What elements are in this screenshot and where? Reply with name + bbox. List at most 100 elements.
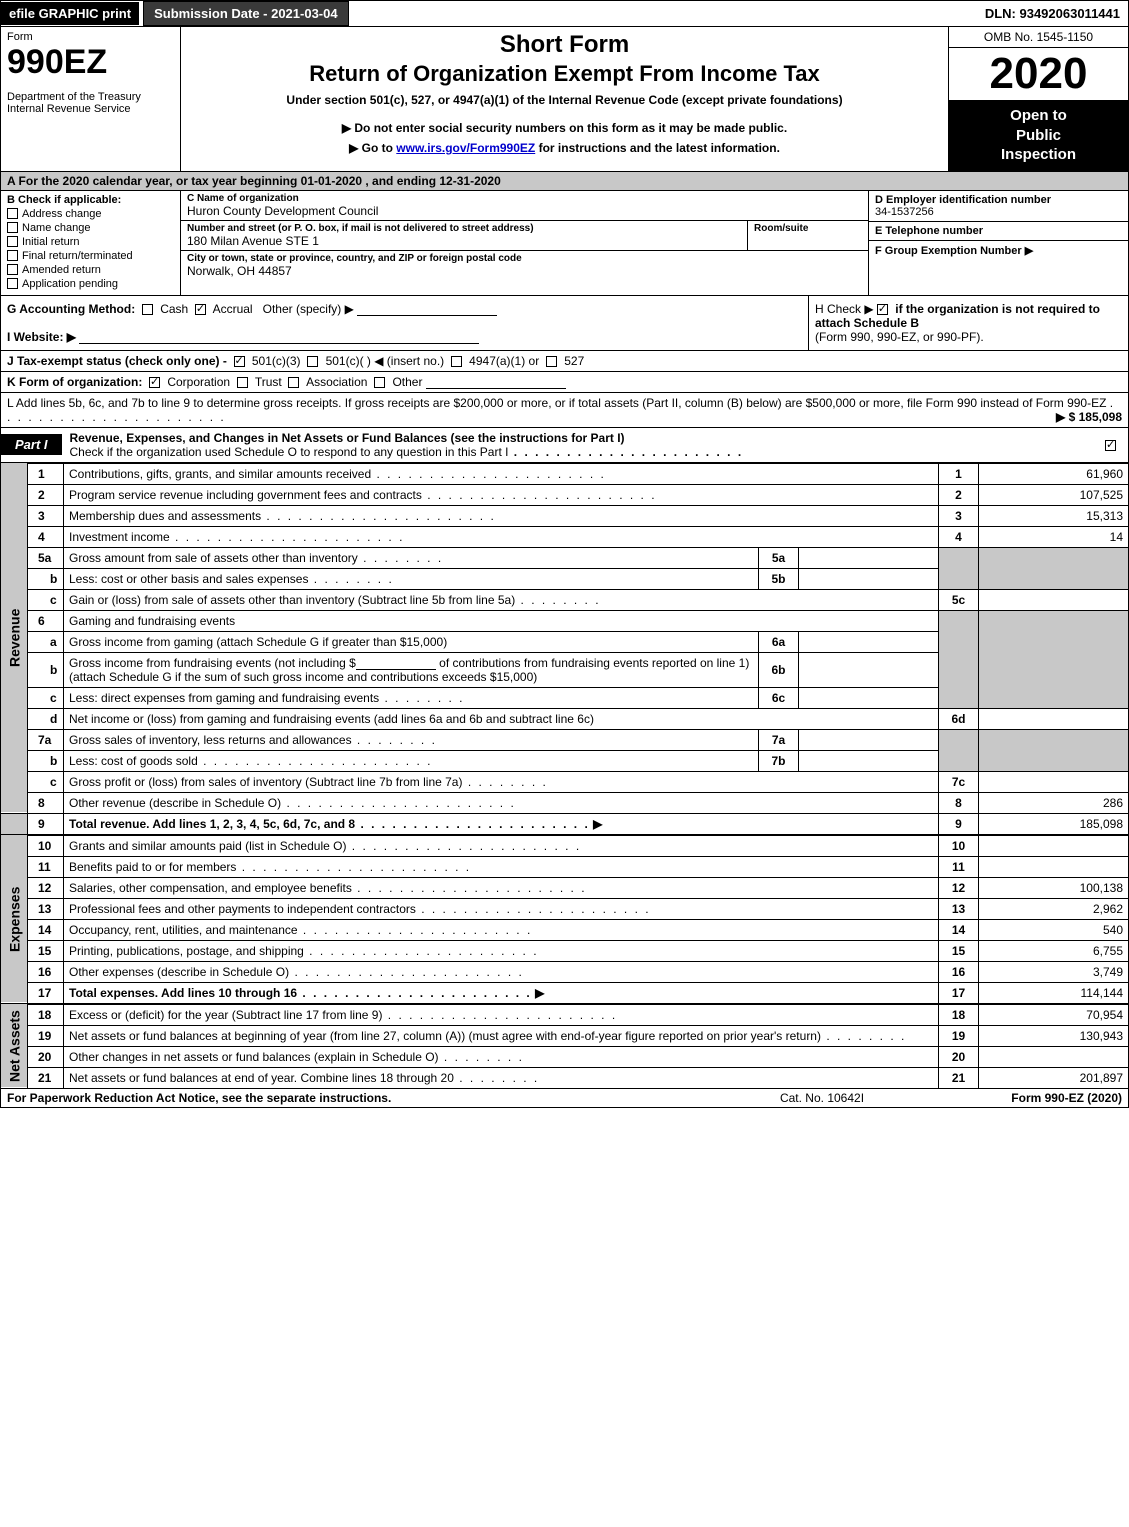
chk-schedule-b-not-required[interactable]	[877, 304, 888, 315]
chk-address-change[interactable]: Address change	[7, 208, 174, 220]
other-org-input[interactable]	[426, 376, 566, 389]
section-c: C Name of organization Huron County Deve…	[181, 191, 868, 295]
open1: Open to	[953, 106, 1124, 126]
form-number: 990EZ	[7, 45, 174, 79]
ein-label: D Employer identification number	[875, 194, 1122, 206]
website-input[interactable]	[79, 331, 479, 344]
form-header: Form 990EZ Department of the Treasury In…	[0, 27, 1129, 172]
chk-corporation[interactable]	[149, 377, 160, 388]
group-exemption-label: F Group Exemption Number ▶	[875, 244, 1122, 257]
line-7a: 7a Gross sales of inventory, less return…	[1, 729, 1129, 750]
6b-contrib-input[interactable]	[356, 657, 436, 670]
chk-527[interactable]	[546, 356, 557, 367]
chk-accrual[interactable]	[195, 304, 206, 315]
val-9: 185,098	[979, 813, 1129, 834]
line-14: 14 Occupancy, rent, utilities, and maint…	[1, 919, 1129, 940]
chk-schedule-o-part1[interactable]	[1105, 440, 1116, 451]
telephone-label: E Telephone number	[875, 225, 1122, 237]
val-7c	[979, 771, 1129, 792]
val-10	[979, 835, 1129, 856]
part-1-title: Revenue, Expenses, and Changes in Net As…	[62, 428, 1097, 462]
val-17: 114,144	[979, 982, 1129, 1003]
h-sub: (Form 990, 990-EZ, or 990-PF).	[815, 330, 1122, 344]
dept-irs: Internal Revenue Service	[7, 103, 174, 115]
chk-final-return[interactable]: Final return/terminated	[7, 250, 174, 262]
chk-amended-return[interactable]: Amended return	[7, 264, 174, 276]
chk-other-org[interactable]	[374, 377, 385, 388]
g-label: G Accounting Method:	[7, 302, 135, 316]
side-revenue: Revenue	[1, 463, 28, 813]
addr-value: 180 Milan Avenue STE 1	[187, 234, 741, 248]
k-label: K Form of organization:	[7, 375, 142, 389]
chk-initial-return[interactable]: Initial return	[7, 236, 174, 248]
val-5a	[799, 547, 939, 568]
i-label: I Website: ▶	[7, 330, 76, 344]
val-16: 3,749	[979, 961, 1129, 982]
chk-501c3[interactable]	[234, 356, 245, 367]
omb-number: OMB No. 1545-1150	[949, 27, 1128, 48]
efile-label[interactable]: efile GRAPHIC print	[1, 2, 139, 25]
note2-post: for instructions and the latest informat…	[535, 141, 780, 155]
chk-4947a1[interactable]	[451, 356, 462, 367]
chk-name-change[interactable]: Name change	[7, 222, 174, 234]
line-3: 3 Membership dues and assessments 3 15,3…	[1, 505, 1129, 526]
val-5b	[799, 568, 939, 589]
val-4: 14	[979, 526, 1129, 547]
submission-date: Submission Date - 2021-03-04	[143, 1, 349, 26]
header-center: Short Form Return of Organization Exempt…	[181, 27, 948, 171]
val-12: 100,138	[979, 877, 1129, 898]
expenses-table: Expenses 10 Grants and similar amounts p…	[0, 835, 1129, 1004]
line-6: 6 Gaming and fundraising events	[1, 610, 1129, 631]
row-g: G Accounting Method: Cash Accrual Other …	[1, 296, 808, 350]
form-ref: Form 990-EZ (2020)	[922, 1091, 1122, 1105]
val-15: 6,755	[979, 940, 1129, 961]
val-6d	[979, 708, 1129, 729]
header-left: Form 990EZ Department of the Treasury In…	[1, 27, 181, 171]
l-value: ▶ $ 185,098	[1056, 410, 1122, 424]
val-6b	[799, 652, 939, 687]
paperwork-notice: For Paperwork Reduction Act Notice, see …	[7, 1091, 722, 1105]
chk-501c[interactable]	[307, 356, 318, 367]
val-6c	[799, 687, 939, 708]
row-k: K Form of organization: Corporation Trus…	[0, 372, 1129, 393]
val-18: 70,954	[979, 1004, 1129, 1025]
addr-label: Number and street (or P. O. box, if mail…	[187, 223, 741, 234]
line-19: 19 Net assets or fund balances at beginn…	[1, 1025, 1129, 1046]
chk-cash[interactable]	[142, 304, 153, 315]
line-20: 20 Other changes in net assets or fund b…	[1, 1046, 1129, 1067]
val-7b	[799, 750, 939, 771]
row-gh: G Accounting Method: Cash Accrual Other …	[0, 296, 1129, 351]
row-l: L Add lines 5b, 6c, and 7b to line 9 to …	[0, 393, 1129, 428]
val-19: 130,943	[979, 1025, 1129, 1046]
section-b: B Check if applicable: Address change Na…	[1, 191, 181, 295]
other-specify-input[interactable]	[357, 303, 497, 316]
val-13: 2,962	[979, 898, 1129, 919]
title-return: Return of Organization Exempt From Incom…	[189, 61, 940, 87]
city-value: Norwalk, OH 44857	[187, 264, 862, 278]
revenue-table: Revenue 1 Contributions, gifts, grants, …	[0, 463, 1129, 835]
chk-association[interactable]	[288, 377, 299, 388]
h-pre: H Check ▶	[815, 302, 874, 316]
dln: DLN: 93492063011441	[977, 2, 1128, 25]
tax-year: 2020	[949, 48, 1128, 100]
chk-trust[interactable]	[237, 377, 248, 388]
top-bar: efile GRAPHIC print Submission Date - 20…	[0, 0, 1129, 27]
ein-value: 34-1537256	[875, 206, 1122, 218]
chk-application-pending[interactable]: Application pending	[7, 278, 174, 290]
j-label: J Tax-exempt status (check only one) -	[7, 354, 227, 368]
val-5c	[979, 589, 1129, 610]
irs-link[interactable]: www.irs.gov/Form990EZ	[396, 141, 535, 155]
open-to-public: Open to Public Inspection	[949, 100, 1128, 171]
val-11	[979, 856, 1129, 877]
line-1: Revenue 1 Contributions, gifts, grants, …	[1, 463, 1129, 484]
val-8: 286	[979, 792, 1129, 813]
open2: Public	[953, 126, 1124, 146]
line-13: 13 Professional fees and other payments …	[1, 898, 1129, 919]
line-4: 4 Investment income 4 14	[1, 526, 1129, 547]
line-8: 8 Other revenue (describe in Schedule O)…	[1, 792, 1129, 813]
line-21: 21 Net assets or fund balances at end of…	[1, 1067, 1129, 1088]
line-10: Expenses 10 Grants and similar amounts p…	[1, 835, 1129, 856]
page-footer: For Paperwork Reduction Act Notice, see …	[0, 1089, 1129, 1108]
val-1: 61,960	[979, 463, 1129, 484]
org-name: Huron County Development Council	[187, 204, 862, 218]
